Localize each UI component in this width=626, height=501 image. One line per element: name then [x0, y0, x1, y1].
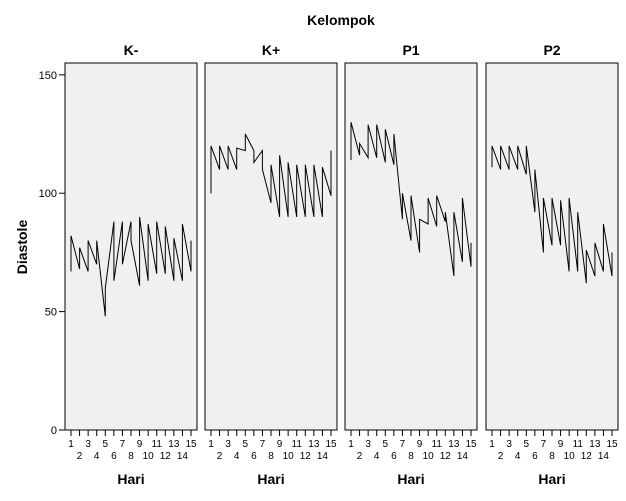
x-tick-label: 13 [308, 439, 320, 450]
panel-frame [344, 62, 478, 431]
x-tick-label: 3 [85, 439, 91, 450]
x-tick-label: 10 [564, 451, 576, 462]
panel-frame [485, 62, 619, 431]
y-tick-label: 0 [51, 425, 57, 437]
x-tick-label: 2 [77, 451, 83, 462]
x-tick-label: 3 [365, 439, 371, 450]
x-tick-label: 13 [168, 439, 180, 450]
series-line [491, 145, 613, 284]
x-tick-label: 2 [498, 451, 504, 462]
x-tick-label: 11 [152, 439, 163, 450]
x-tick-label: 6 [391, 451, 397, 462]
x-axis-label: Hari [117, 471, 144, 487]
x-tick-label: 14 [177, 451, 189, 462]
x-axis-label: Hari [538, 471, 565, 487]
x-tick-label: 4 [374, 451, 380, 462]
x-tick-label: 10 [283, 451, 295, 462]
x-tick-label: 5 [103, 439, 109, 450]
x-tick-label: 12 [581, 451, 593, 462]
x-tick-label: 7 [400, 439, 406, 450]
x-tick-label: 12 [440, 451, 452, 462]
x-tick-label: 2 [357, 451, 363, 462]
x-tick-label: 13 [589, 439, 601, 450]
x-axis-label: Hari [257, 471, 284, 487]
x-tick-label: 9 [277, 439, 283, 450]
x-tick-label: 7 [120, 439, 126, 450]
x-tick-label: 11 [573, 439, 584, 450]
y-tick-label: 100 [39, 188, 57, 200]
y-tick-label: 150 [39, 70, 57, 82]
x-tick-label: 10 [143, 451, 155, 462]
x-tick-label: 15 [465, 439, 477, 450]
x-tick-label: 6 [532, 451, 538, 462]
x-tick-label: 8 [408, 451, 414, 462]
x-tick-label: 8 [268, 451, 274, 462]
x-tick-label: 14 [598, 451, 610, 462]
x-tick-label: 12 [300, 451, 312, 462]
x-tick-label: 9 [558, 439, 564, 450]
x-tick-label: 1 [489, 439, 495, 450]
x-axis-label: Hari [397, 471, 424, 487]
x-tick-label: 3 [225, 439, 231, 450]
x-tick-label: 10 [423, 451, 435, 462]
panel-title: P1 [402, 42, 419, 58]
x-tick-label: 14 [317, 451, 329, 462]
x-tick-label: 7 [541, 439, 547, 450]
y-axis-label: Diastole [14, 220, 30, 275]
chart-title: Kelompok [307, 12, 375, 28]
x-tick-label: 1 [208, 439, 214, 450]
panel-frame [204, 62, 338, 431]
x-tick-label: 9 [417, 439, 423, 450]
series-line [70, 216, 192, 317]
x-tick-label: 4 [94, 451, 100, 462]
x-tick-label: 5 [243, 439, 249, 450]
panel-title: K- [124, 42, 139, 58]
series-line [210, 133, 332, 217]
x-tick-label: 5 [383, 439, 389, 450]
x-tick-label: 1 [68, 439, 74, 450]
x-tick-label: 11 [292, 439, 303, 450]
y-axis: 0 50 100 150 [39, 70, 65, 437]
x-tick-label: 15 [325, 439, 337, 450]
x-tick-label: 2 [217, 451, 223, 462]
panel-title: P2 [543, 42, 560, 58]
x-tick-label: 9 [137, 439, 143, 450]
x-tick-label: 4 [515, 451, 521, 462]
x-tick-label: 8 [128, 451, 134, 462]
x-tick-label: 3 [506, 439, 512, 450]
panels: 050100150K-123456789101112131415HariK+12… [39, 42, 619, 487]
panel-frame [64, 62, 198, 431]
x-tick-label: 8 [549, 451, 555, 462]
x-tick-label: 11 [432, 439, 443, 450]
x-tick-label: 6 [251, 451, 257, 462]
x-tick-label: 15 [606, 439, 618, 450]
x-tick-label: 14 [457, 451, 469, 462]
x-tick-label: 1 [348, 439, 354, 450]
y-tick-label: 50 [45, 307, 57, 319]
x-tick-label: 12 [160, 451, 172, 462]
x-tick-label: 15 [185, 439, 197, 450]
x-tick-label: 7 [260, 439, 266, 450]
x-tick-label: 4 [234, 451, 240, 462]
x-tick-label: 5 [524, 439, 530, 450]
panel-title: K+ [262, 42, 280, 58]
series-line [350, 122, 472, 277]
x-tick-label: 13 [448, 439, 460, 450]
x-tick-label: 6 [111, 451, 117, 462]
